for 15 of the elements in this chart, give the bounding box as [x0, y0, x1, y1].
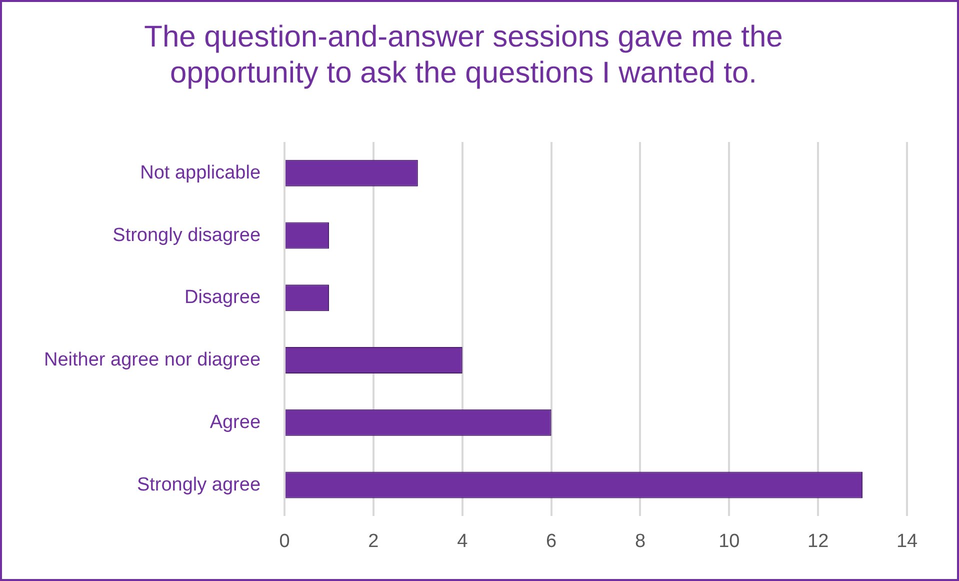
- x-tick-label: 6: [546, 530, 557, 552]
- y-tick-label: Strongly disagree: [112, 224, 261, 246]
- y-tick-label: Disagree: [184, 287, 261, 308]
- y-tick-label: Neither agree nor diagree: [44, 350, 261, 371]
- x-tick-label: 10: [718, 530, 740, 552]
- y-tick-label: Agree: [210, 412, 261, 433]
- x-tick-label: 12: [808, 530, 829, 552]
- x-tick-label: 4: [457, 530, 468, 552]
- x-tick-label: 14: [896, 530, 918, 552]
- chart-title: The question-and-answer sessions gave me the opportunity to ask the questions I wanted to.: [144, 20, 783, 90]
- y-tick-label: Not applicable: [140, 162, 261, 184]
- x-tick-label: 2: [368, 530, 379, 552]
- x-tick-label: 0: [279, 530, 290, 552]
- x-tick-label: 8: [634, 530, 646, 552]
- y-tick-label: Strongly agree: [136, 474, 261, 496]
